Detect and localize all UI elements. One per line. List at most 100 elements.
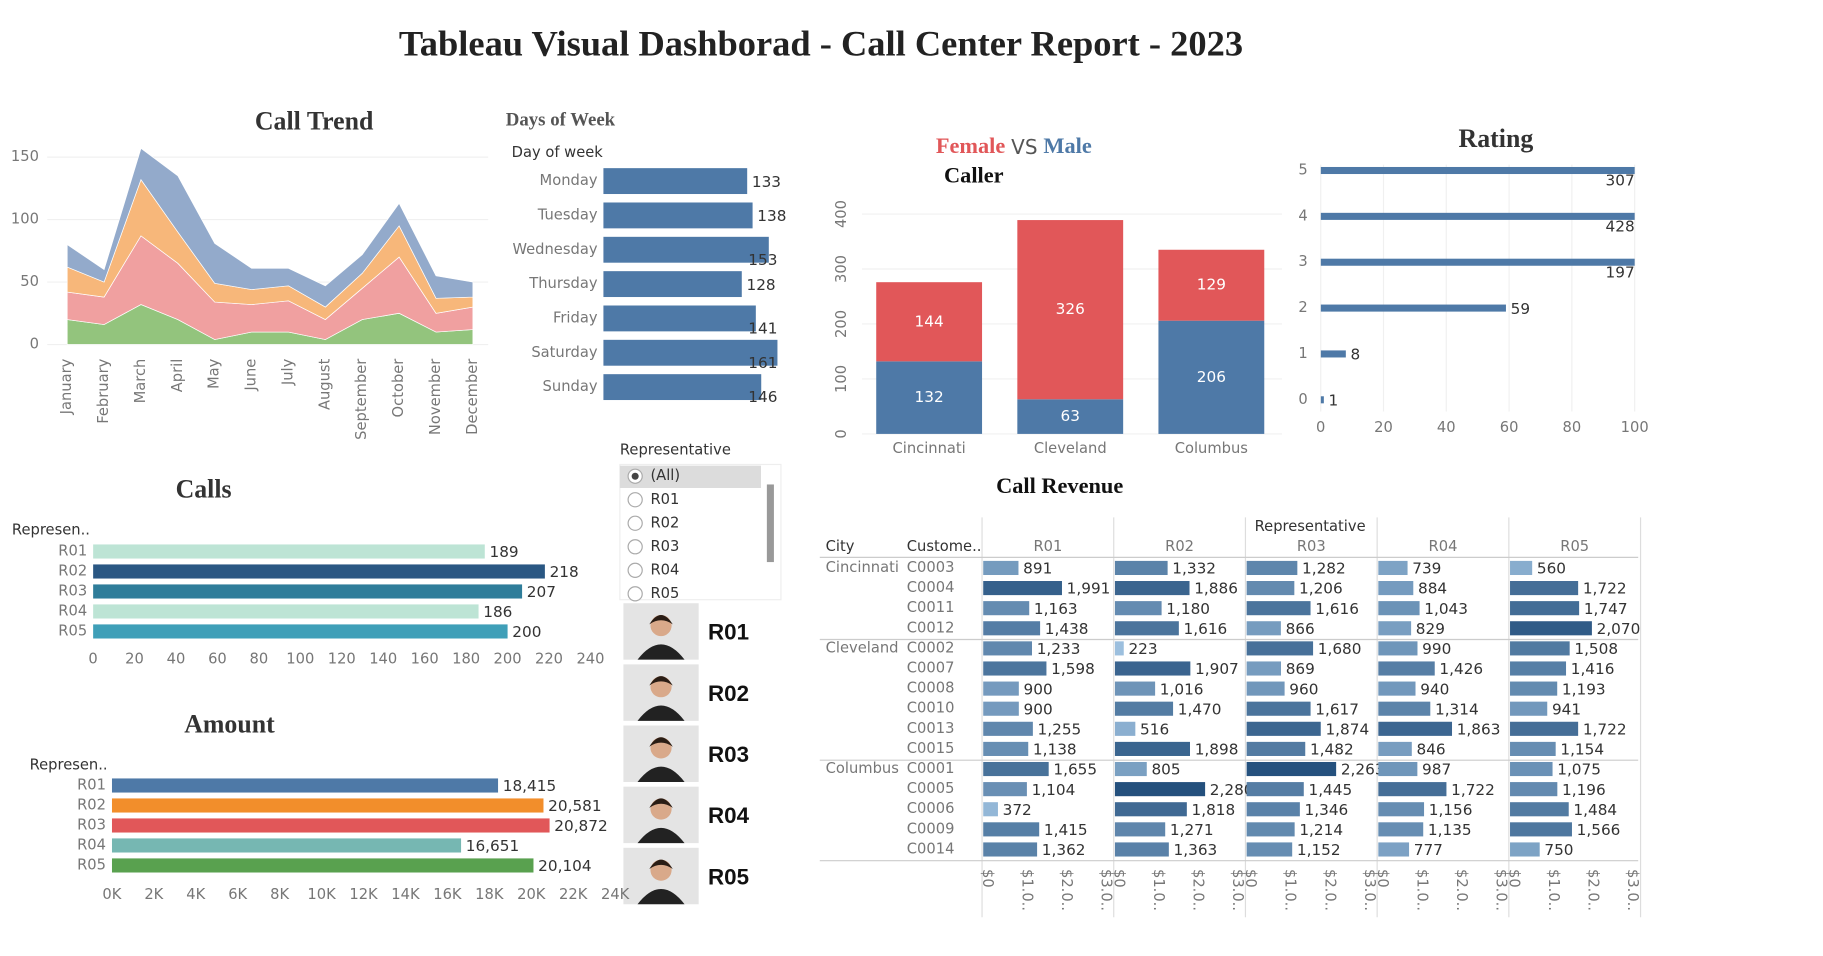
filter-option[interactable]: (All) (627, 467, 680, 484)
bar (603, 374, 762, 401)
bar (1378, 701, 1431, 716)
data-label: 1,271 (1170, 821, 1214, 839)
column-header: R02 (1165, 538, 1194, 555)
x-tick-label: $0 (1110, 869, 1127, 888)
x-tick-label: Cincinnati (893, 440, 966, 457)
bar (1320, 396, 1324, 404)
x-tick-label: January (58, 358, 75, 415)
data-label: 1,314 (1435, 700, 1479, 718)
x-tick-label: $0 (1374, 869, 1391, 888)
data-label: 1,138 (1033, 741, 1077, 759)
bar (1246, 721, 1321, 736)
filter-option[interactable]: R05 (627, 585, 679, 602)
data-label: 1,332 (1172, 560, 1216, 578)
column-header: R03 (1297, 538, 1326, 555)
x-tick-label: $0 (1242, 869, 1259, 888)
data-label: 750 (1544, 841, 1573, 859)
radio-dot[interactable] (631, 472, 639, 480)
bar (1378, 661, 1435, 676)
bar (603, 305, 756, 332)
x-tick-label: 240 (576, 651, 604, 668)
filter-option-label[interactable]: R05 (650, 585, 679, 602)
filter-option-label[interactable]: R01 (650, 491, 679, 508)
filter-option[interactable]: R03 (627, 538, 679, 555)
data-label: 1,135 (1428, 821, 1472, 839)
x-tick-label: 180 (452, 651, 480, 668)
data-label: 1,566 (1577, 821, 1621, 839)
bar (111, 818, 550, 833)
data-label: 1,255 (1038, 720, 1082, 738)
bar (1510, 822, 1572, 837)
y-tick-label: R02 (58, 562, 87, 579)
filter-option[interactable]: R04 (627, 561, 679, 578)
data-label: 1,470 (1178, 700, 1222, 718)
filter-scrollbar[interactable] (766, 484, 774, 563)
customer-label: C0008 (907, 680, 955, 697)
bar (1378, 560, 1408, 576)
bar (983, 721, 1033, 736)
x-tick-label: $1.0.. (1413, 869, 1430, 911)
y-tick-label: 150 (11, 148, 39, 165)
data-label: 1,363 (1174, 841, 1218, 859)
y-tick-label: Monday (540, 172, 598, 189)
customer-label: C0006 (907, 800, 955, 817)
x-tick-label: 0 (1316, 419, 1325, 436)
chart-title: Amount (184, 710, 275, 739)
x-tick-label: 160 (411, 651, 439, 668)
data-label: 428 (1606, 217, 1635, 235)
photo-label: R02 (708, 681, 749, 706)
y-tick-label: 300 (833, 255, 850, 283)
x-tick-label: September (353, 358, 370, 440)
bar (1378, 782, 1447, 797)
filter-selected (619, 465, 761, 488)
bar (1246, 661, 1282, 676)
bar (93, 564, 545, 579)
filter-option-label[interactable]: R02 (650, 514, 679, 531)
x-tick-label: 10K (307, 886, 336, 903)
y-tick-label: R01 (58, 542, 87, 559)
photo-label: R04 (708, 803, 750, 828)
x-tick-label: 24K (601, 886, 630, 903)
x-tick-label: 220 (535, 651, 563, 668)
y-tick-label: 200 (833, 310, 850, 338)
radio[interactable] (627, 539, 643, 555)
radio[interactable] (627, 492, 643, 508)
customer-label: C0003 (907, 559, 955, 576)
filter-option[interactable]: R01 (627, 491, 679, 508)
x-tick-label: 16K (433, 886, 462, 903)
bar (1378, 741, 1412, 756)
bar (93, 584, 523, 599)
filter-option-label[interactable]: R03 (650, 538, 679, 555)
x-tick-label: October (390, 358, 407, 418)
bar (1114, 681, 1156, 696)
data-label: 1,180 (1166, 600, 1210, 618)
y-tick-label: 5 (1298, 162, 1307, 179)
bar (1114, 621, 1179, 636)
data-label: 941 (1552, 700, 1581, 718)
bar (1378, 581, 1414, 596)
data-label: 1,616 (1315, 600, 1359, 618)
y-tick-label: Friday (553, 309, 598, 326)
radio[interactable] (627, 586, 643, 602)
data-label: 560 (1537, 560, 1566, 578)
bar (1510, 741, 1556, 756)
filter-option[interactable]: R02 (627, 514, 679, 531)
bar (1114, 701, 1174, 716)
filter-option-label[interactable]: (All) (650, 467, 680, 484)
y-tick-label: 100 (11, 211, 39, 228)
area-layer (66, 147, 474, 308)
data-label: 153 (748, 251, 777, 269)
title-joiner: VS (1011, 135, 1037, 159)
x-tick-label: $1.0.. (1545, 869, 1562, 911)
x-tick-label: November (427, 358, 444, 435)
radio[interactable] (627, 515, 643, 531)
data-label: 1,193 (1562, 680, 1606, 698)
column-title: Representative (1255, 518, 1366, 535)
bar-segment (1158, 320, 1265, 434)
bar (983, 782, 1027, 797)
radio[interactable] (627, 562, 643, 578)
filter-option-label[interactable]: R04 (650, 561, 679, 578)
bar (983, 661, 1047, 676)
bar (1510, 842, 1540, 857)
data-label: 1,508 (1574, 640, 1618, 658)
